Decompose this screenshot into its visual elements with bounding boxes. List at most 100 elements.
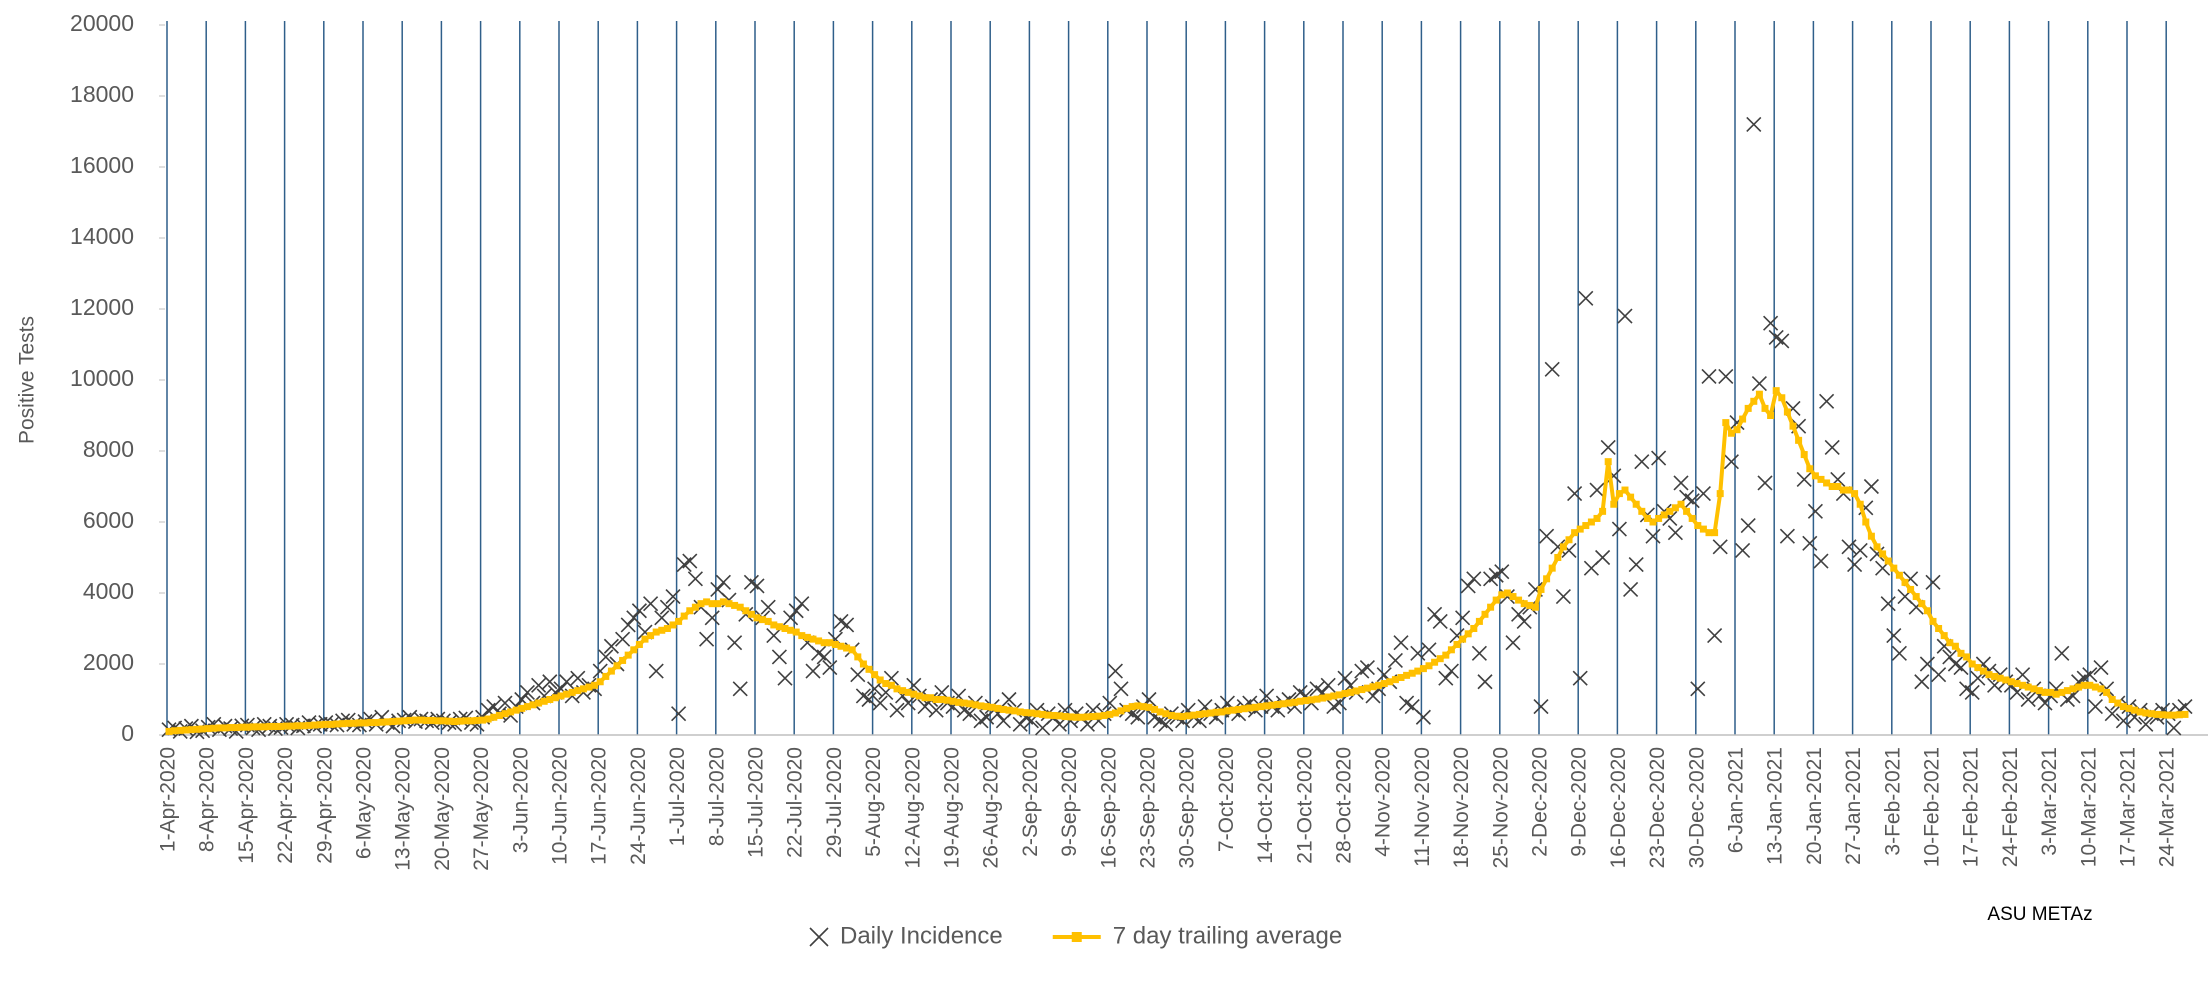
line-marker bbox=[406, 716, 414, 724]
line-marker bbox=[759, 616, 767, 624]
line-marker bbox=[1856, 500, 1864, 508]
line-marker bbox=[1151, 705, 1159, 713]
line-marker bbox=[2019, 681, 2027, 689]
x-marker bbox=[749, 578, 765, 594]
line-marker bbox=[1739, 415, 1747, 423]
line-marker bbox=[1800, 451, 1808, 459]
x-marker bbox=[1589, 482, 1605, 498]
x-marker bbox=[615, 631, 631, 647]
x-marker bbox=[1421, 642, 1437, 658]
line-marker bbox=[2086, 681, 2094, 689]
x-marker bbox=[1337, 670, 1353, 686]
x-marker bbox=[1455, 610, 1471, 626]
x-tick-label: 8-Apr-2020 bbox=[196, 747, 219, 852]
line-marker bbox=[1089, 713, 1097, 721]
line-marker bbox=[372, 719, 380, 727]
x-marker bbox=[979, 709, 995, 725]
line-marker bbox=[1520, 600, 1528, 608]
line-marker bbox=[854, 653, 862, 661]
line-marker bbox=[1190, 711, 1198, 719]
line-marker bbox=[1996, 674, 2004, 682]
line-marker bbox=[2114, 699, 2122, 707]
line-marker bbox=[423, 716, 431, 724]
line-marker bbox=[1431, 658, 1439, 666]
line-marker bbox=[1380, 680, 1388, 688]
line-marker bbox=[753, 614, 761, 622]
line-marker bbox=[1823, 479, 1831, 487]
x-marker bbox=[1617, 308, 1633, 324]
y-tick-label: 2000 bbox=[83, 649, 134, 675]
x-marker bbox=[1628, 557, 1644, 573]
line-marker bbox=[2164, 711, 2172, 719]
line-marker bbox=[193, 725, 201, 733]
line-marker bbox=[1212, 708, 1220, 716]
line-marker bbox=[899, 687, 907, 695]
line-marker bbox=[1895, 571, 1903, 579]
line-marker bbox=[182, 726, 190, 734]
line-marker bbox=[680, 612, 688, 620]
line-marker bbox=[1072, 713, 1080, 721]
line-marker bbox=[613, 662, 621, 670]
line-marker bbox=[1442, 651, 1450, 659]
x-marker bbox=[1494, 564, 1510, 580]
x-tick-label: 27-May-2020 bbox=[470, 747, 493, 871]
x-marker bbox=[1572, 670, 1588, 686]
average-line bbox=[168, 388, 2186, 734]
x-marker bbox=[1410, 645, 1426, 661]
line-marker bbox=[949, 697, 957, 705]
line-marker bbox=[792, 628, 800, 636]
x-marker bbox=[1477, 674, 1493, 690]
line-marker bbox=[1923, 607, 1931, 615]
x-marker bbox=[1567, 486, 1583, 502]
line-marker bbox=[283, 722, 291, 730]
line-marker bbox=[1139, 703, 1147, 711]
line-marker bbox=[876, 676, 884, 684]
line-marker bbox=[1767, 412, 1775, 419]
line-marker bbox=[2069, 685, 2077, 693]
x-tick-label: 28-Oct-2020 bbox=[1333, 747, 1356, 864]
line-marker bbox=[546, 696, 554, 703]
line-marker bbox=[507, 708, 515, 716]
x-marker bbox=[872, 695, 888, 711]
line-marker bbox=[2007, 678, 2015, 686]
line-marker bbox=[1492, 596, 1500, 604]
line-marker bbox=[579, 685, 587, 693]
x-marker bbox=[687, 571, 703, 587]
line-marker bbox=[1268, 701, 1276, 709]
line-marker bbox=[2047, 688, 2055, 696]
line-marker bbox=[1985, 671, 1993, 679]
x-marker bbox=[1634, 454, 1650, 470]
x-marker bbox=[2115, 713, 2131, 729]
line-marker bbox=[1201, 710, 1209, 718]
line-marker bbox=[540, 697, 548, 705]
line-marker bbox=[1890, 564, 1898, 572]
x-marker bbox=[1807, 503, 1823, 519]
line-marker bbox=[1184, 712, 1192, 720]
line-marker bbox=[809, 635, 817, 643]
x-tick-label: 20-May-2020 bbox=[431, 747, 454, 871]
line-marker bbox=[596, 678, 604, 686]
line-marker bbox=[501, 710, 509, 718]
x-marker bbox=[626, 610, 642, 626]
line-marker bbox=[299, 722, 307, 730]
line-marker bbox=[1940, 632, 1948, 640]
line-marker bbox=[1599, 507, 1607, 515]
line-marker bbox=[277, 722, 285, 730]
x-tick-label: 2-Sep-2020 bbox=[1019, 747, 1042, 857]
line-marker bbox=[2052, 690, 2060, 698]
line-marker bbox=[428, 716, 436, 724]
line-marker bbox=[1615, 490, 1623, 498]
line-marker bbox=[260, 723, 268, 731]
x-marker bbox=[1684, 493, 1700, 509]
line-marker bbox=[865, 665, 873, 673]
line-marker bbox=[1901, 578, 1909, 586]
line-marker bbox=[1772, 387, 1780, 395]
line-marker bbox=[1363, 684, 1371, 692]
line-marker bbox=[1671, 504, 1679, 512]
line-marker bbox=[479, 716, 487, 724]
x-tick-label: 6-May-2020 bbox=[353, 747, 376, 859]
x-marker bbox=[928, 702, 944, 718]
line-marker bbox=[1005, 706, 1013, 714]
x-marker bbox=[699, 631, 715, 647]
